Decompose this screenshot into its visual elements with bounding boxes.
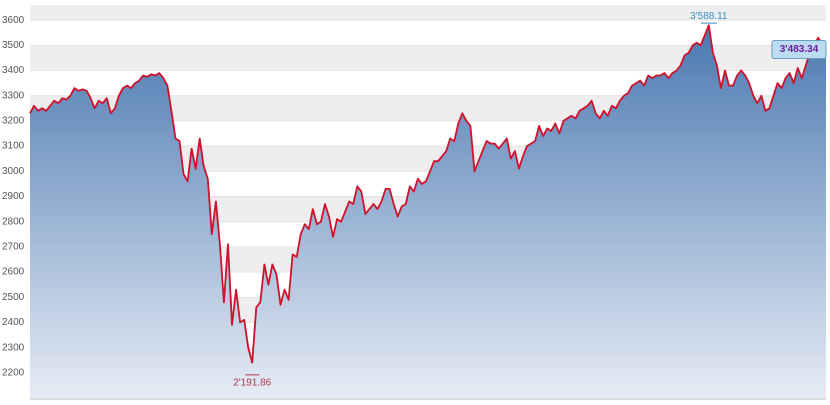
grid-band [30, 5, 826, 21]
y-tick-label: 3200 [2, 116, 25, 127]
y-tick-label: 3500 [2, 40, 25, 51]
y-tick-label: 2500 [2, 292, 25, 303]
high-label: 3'588.11 [690, 11, 728, 22]
y-tick-label: 3400 [2, 65, 25, 76]
last-box [771, 40, 827, 60]
y-tick-label: 2200 [2, 367, 25, 378]
y-tick-label: 3300 [2, 90, 25, 101]
area [30, 25, 826, 398]
y-tick-label: 3100 [2, 141, 25, 152]
line [29, 24, 827, 364]
y-tick-label: 2300 [2, 342, 25, 353]
y-tick-label: 2700 [2, 241, 25, 252]
y-tick-label: 2400 [2, 317, 25, 328]
y-tick-label: 3000 [2, 166, 25, 177]
last-label: 3'483.34 [780, 44, 819, 55]
y-tick-label: 3600 [2, 15, 25, 26]
y-tick-label: 2800 [2, 216, 25, 227]
y-tick-label: 2900 [2, 191, 25, 202]
y-tick-label: 2600 [2, 267, 25, 278]
low-label: 2'191.86 [233, 377, 271, 388]
